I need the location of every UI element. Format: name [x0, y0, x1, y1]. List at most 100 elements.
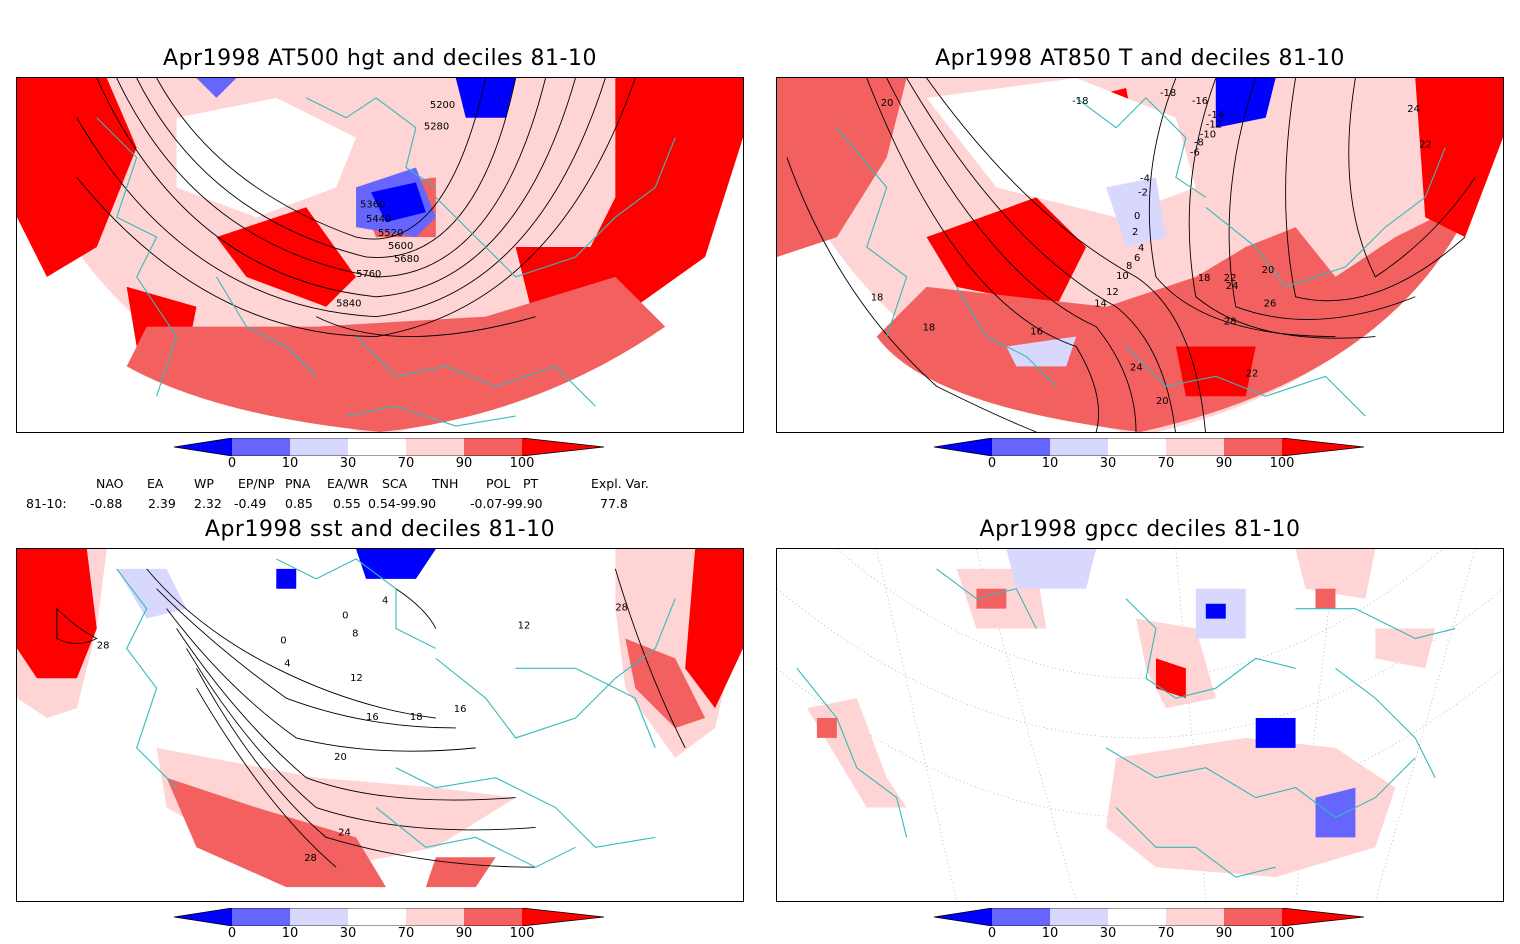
- contour-label: 5760: [356, 269, 381, 280]
- contour-label: 5520: [378, 228, 403, 239]
- contour-labels: 28 0 4 8 0 4 12 16 18 16 20 24 28 28 12: [97, 596, 628, 865]
- svg-text:-10: -10: [1200, 130, 1216, 141]
- decile-fill-very-low: [1215, 78, 1276, 128]
- svg-text:-12: -12: [1206, 120, 1222, 131]
- map-sst-svg: 28 0 4 8 0 4 12 16 18 16 20 24 28 28 12: [17, 549, 743, 888]
- svg-text:22: 22: [1224, 273, 1237, 284]
- svg-text:6: 6: [1134, 253, 1140, 264]
- index-value: 2.39: [148, 496, 176, 511]
- svg-text:16: 16: [1030, 327, 1043, 338]
- svg-text:20: 20: [881, 98, 894, 109]
- svg-text:12: 12: [1106, 287, 1119, 298]
- svg-text:22: 22: [1246, 368, 1259, 379]
- contour-label: 5600: [388, 241, 413, 252]
- decile-fill-very-low: [1255, 718, 1296, 748]
- decile-fill-very-low: [371, 182, 426, 223]
- svg-text:0: 0: [280, 635, 286, 646]
- svg-text:26: 26: [1264, 299, 1277, 310]
- coastlines: [796, 568, 1456, 878]
- contour-label: 5840: [336, 299, 361, 310]
- panel-title-at500: Apr1998 AT500 hgt and deciles 81-10: [163, 46, 597, 71]
- index-value: 0.55: [333, 496, 361, 511]
- decile-fill-below: [1006, 549, 1097, 589]
- svg-text:18: 18: [923, 323, 936, 334]
- decile-fill-upper: [625, 638, 706, 728]
- decile-fill-upper: [1315, 588, 1336, 609]
- colorbar-labels: 0 10 30 70 90 100: [227, 456, 535, 471]
- index-value: -0.49: [234, 496, 267, 511]
- colorbar-swatches: [174, 438, 604, 456]
- index-header: EP/NP: [238, 476, 275, 491]
- index-header: EA: [147, 476, 164, 491]
- coastlines: [96, 97, 676, 427]
- svg-text:28: 28: [304, 853, 317, 864]
- index-value-row: 81-10: -0.88 2.39 2.32 -0.49 0.85 0.55 0…: [20, 494, 720, 514]
- index-header: WP: [194, 476, 214, 491]
- decile-fill-very-low: [356, 549, 436, 579]
- svg-text:20: 20: [334, 752, 347, 763]
- svg-text:4: 4: [382, 596, 388, 607]
- decile-fill-below: [1006, 336, 1077, 367]
- svg-text:14: 14: [1094, 299, 1107, 310]
- svg-text:-18: -18: [1160, 88, 1176, 99]
- sst-contours: [56, 568, 686, 868]
- index-header: PNA: [285, 476, 311, 491]
- index-header: POL: [486, 476, 511, 491]
- decile-fill-high: [1155, 658, 1186, 699]
- index-header: Expl. Var.: [591, 476, 649, 491]
- colorbar-top-right: 0 10 30 70 90 100: [934, 438, 1364, 474]
- contour-label: 5280: [424, 122, 449, 133]
- coastlines: [836, 97, 1446, 417]
- decile-fill-upper: [816, 718, 837, 738]
- decile-fill-high: [685, 549, 743, 709]
- decile-fill-very-low: [276, 568, 297, 589]
- map-gpcc-precipitation: [776, 548, 1504, 902]
- index-row-label: 81-10:: [26, 496, 67, 511]
- decile-fill-low: [1315, 787, 1356, 838]
- map-at500-svg: 5200 5280 5360 5440 5520 5600 5680 5760 …: [17, 78, 743, 432]
- decile-fill-high: [1415, 78, 1503, 238]
- decile-fill-very-low: [1205, 603, 1226, 619]
- contour-label: 5200: [430, 100, 455, 111]
- map-at500-height: 5200 5280 5360 5440 5520 5600 5680 5760 …: [16, 77, 744, 433]
- map-at850-svg: -18 -18 -16-14 -12-10 -8-6 -4 -2 0 2 46 810…: [777, 78, 1503, 432]
- teleconnection-index-table: NAO EA WP EP/NP PNA EA/WR SCA TNH POL PT…: [20, 474, 720, 514]
- decile-fill-upper: [425, 857, 496, 888]
- contour-label: 5680: [394, 254, 419, 265]
- colorbar-top-left: 0 10 30 70 90 100: [174, 438, 604, 474]
- decile-fill-above: [1295, 549, 1376, 599]
- decile-fill-normal: [176, 97, 357, 218]
- colorbar-labels: 0 10 30 70 90 100: [987, 926, 1295, 941]
- svg-text:-8: -8: [1194, 138, 1204, 149]
- svg-text:24: 24: [1407, 104, 1420, 115]
- map-sst: 28 0 4 8 0 4 12 16 18 16 20 24 28 28 12: [16, 548, 744, 902]
- colorbar-labels: 0 10 30 70 90 100: [227, 926, 535, 941]
- colorbar-bottom-left: 0 10 30 70 90 100: [174, 908, 604, 944]
- decile-fill-upper: [876, 197, 1476, 432]
- svg-text:24: 24: [338, 827, 351, 838]
- decile-fill-below: [116, 568, 187, 619]
- svg-text:20: 20: [1262, 265, 1275, 276]
- contour-label: 5360: [360, 199, 385, 210]
- decile-fill-high: [575, 78, 743, 307]
- index-value: -0.88: [90, 496, 123, 511]
- svg-text:28: 28: [615, 603, 628, 614]
- contour-labels: -18 -18 -16-14 -12-10 -8-6 -4 -2 0 2 46 810…: [871, 88, 1432, 407]
- svg-text:-14: -14: [1208, 110, 1224, 121]
- colorbar-swatches: [174, 908, 604, 926]
- decile-fill-above: [1375, 628, 1436, 669]
- contour-label: 5440: [366, 214, 391, 225]
- svg-text:-6: -6: [1190, 148, 1200, 159]
- index-header: EA/WR: [327, 476, 369, 491]
- index-value: 0.85: [285, 496, 313, 511]
- svg-text:4: 4: [1138, 243, 1144, 254]
- decile-fill-very-low: [455, 78, 516, 118]
- decile-fill-above: [806, 698, 907, 808]
- svg-text:22: 22: [1419, 140, 1432, 151]
- colorbar-swatches: [934, 908, 1364, 926]
- decile-fill-low: [196, 78, 237, 98]
- svg-text:18: 18: [871, 293, 884, 304]
- panel-title-at850: Apr1998 AT850 T and deciles 81-10: [935, 46, 1345, 71]
- index-value: 77.8: [600, 496, 628, 511]
